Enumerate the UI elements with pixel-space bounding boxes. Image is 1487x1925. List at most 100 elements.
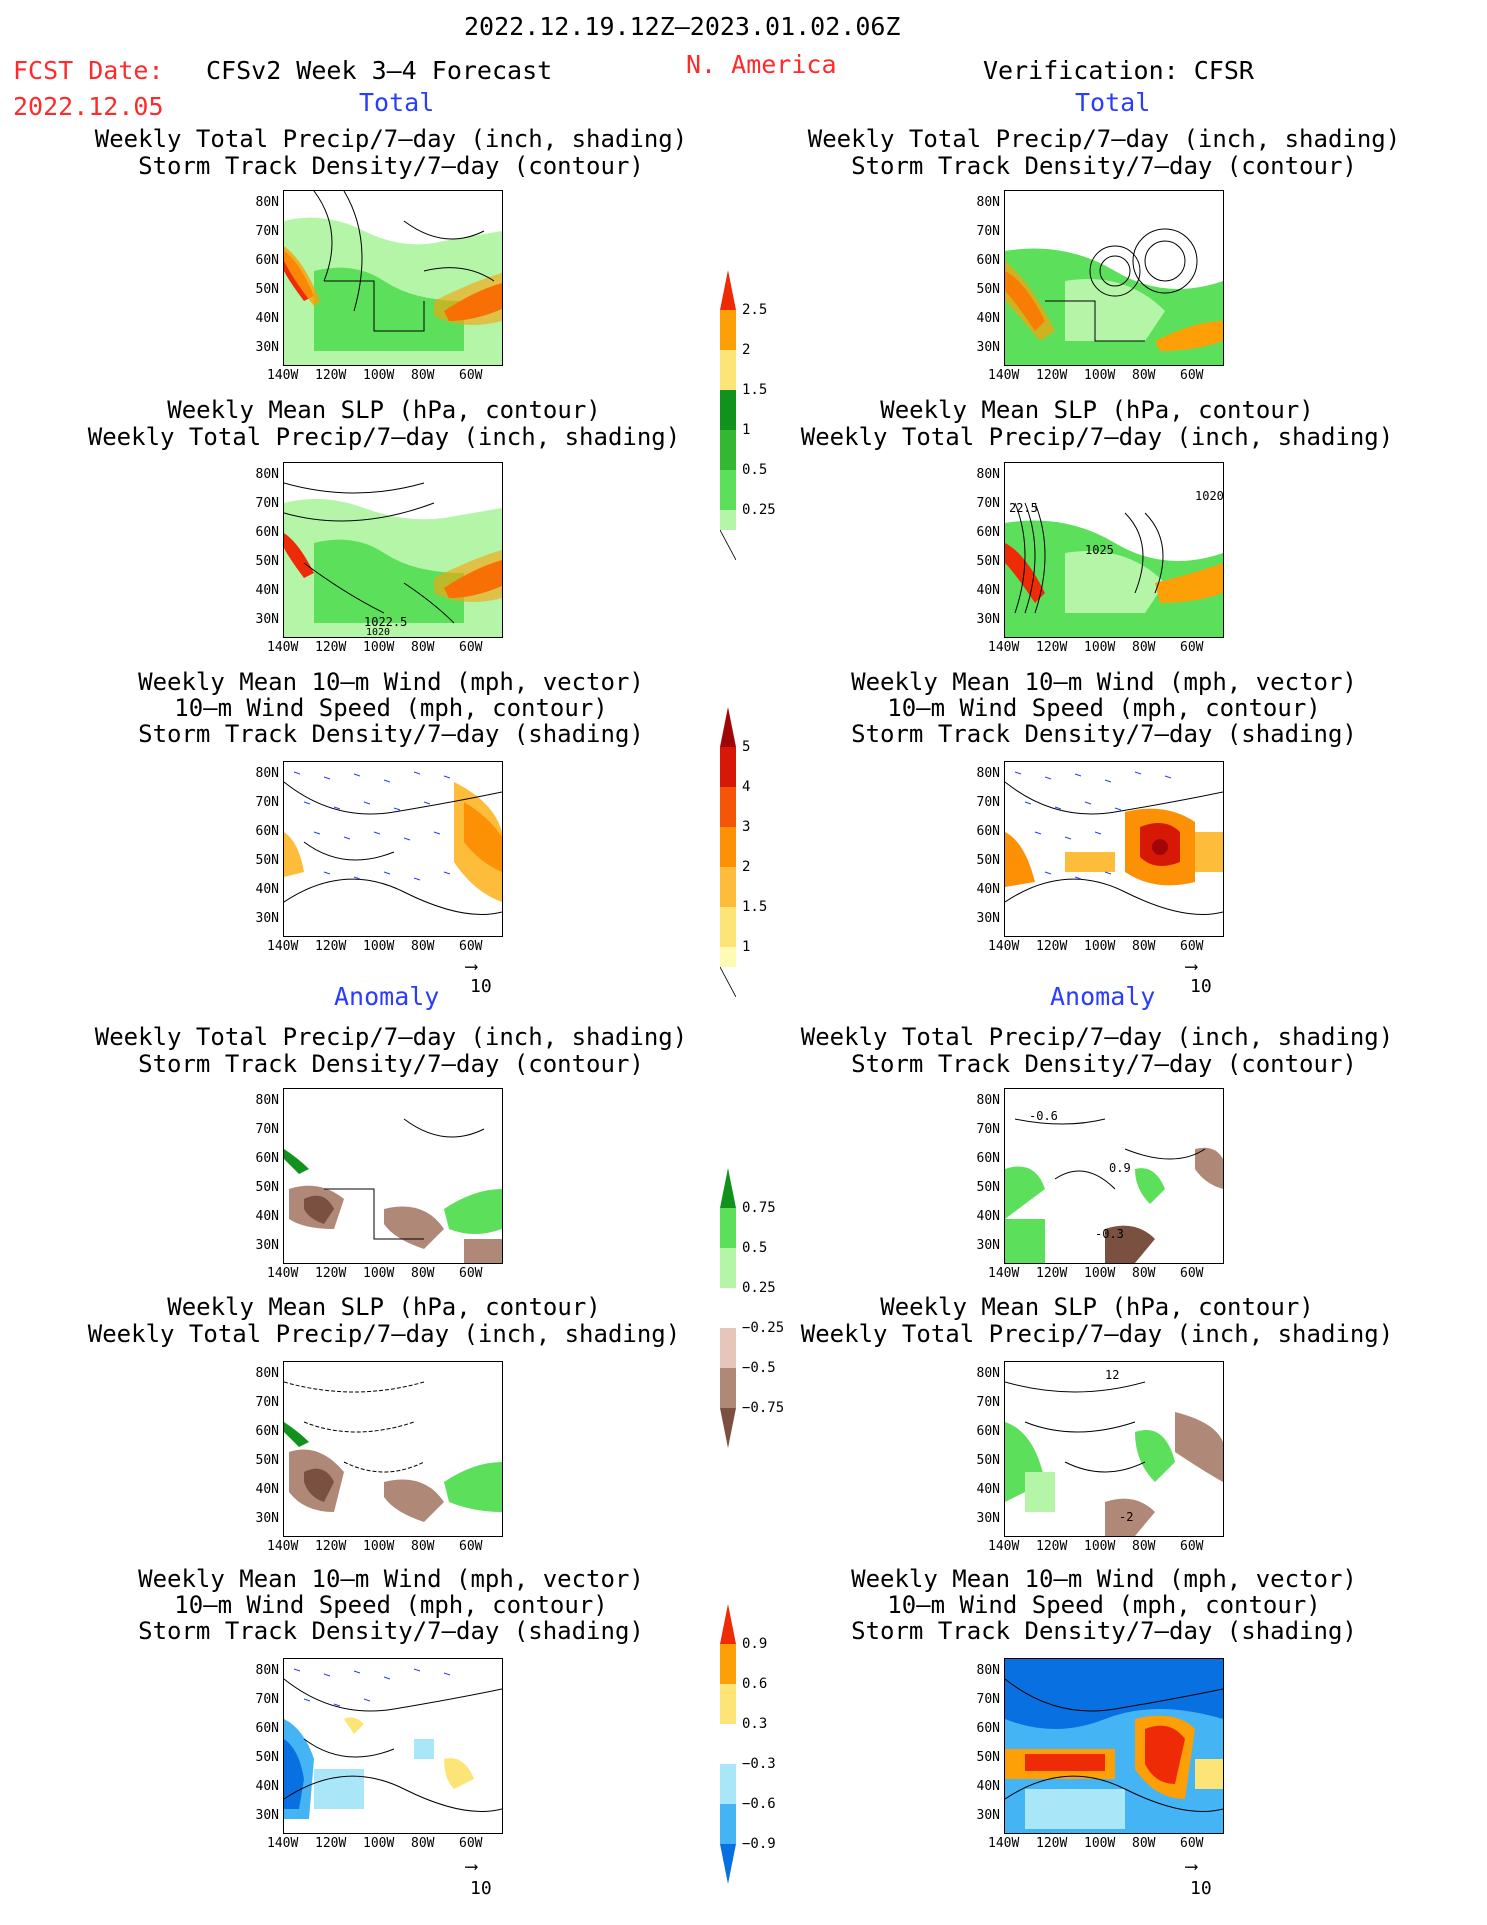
lon-label: 140W — [988, 1836, 1020, 1851]
lat-label: 60N — [976, 1424, 1000, 1439]
lat-label: 50N — [976, 554, 1000, 569]
title-r3-b: 10–m Wind Speed (mph, contour) — [887, 694, 1321, 722]
lat-label: 60N — [255, 525, 279, 540]
cb1-swatch-5 — [720, 430, 736, 470]
fcst-date-label: FCST Date: — [13, 56, 164, 85]
lon-label: 140W — [267, 640, 299, 655]
lat-label: 50N — [976, 1180, 1000, 1195]
title-l5-b: Weekly Total Precip/7–day (inch, shading… — [87, 1320, 681, 1348]
lon-label: 120W — [315, 939, 347, 954]
lat-label: 50N — [976, 1453, 1000, 1468]
lon-label: 140W — [988, 939, 1020, 954]
lon-label: 80W — [411, 1539, 435, 1554]
contour-label-neg03: -0.3 — [1095, 1227, 1124, 1241]
total-label-right: Total — [1075, 88, 1151, 117]
lat-label: 80N — [255, 1663, 279, 1678]
model-title: CFSv2 Week 3–4 Forecast — [206, 56, 553, 85]
lon-label: 80W — [411, 939, 435, 954]
cb1-label-1: 2 — [742, 342, 751, 358]
lat-label: 30N — [255, 1511, 279, 1526]
lat-label: 80N — [255, 195, 279, 210]
lon-label: 100W — [363, 368, 395, 383]
lat-label: 30N — [255, 1238, 279, 1253]
cb3-label-0: 0.75 — [742, 1200, 776, 1216]
lat-label: 30N — [976, 1511, 1000, 1526]
map-fc-precip-total — [283, 190, 503, 366]
lat-label: 50N — [976, 282, 1000, 297]
lon-label: 80W — [1132, 1539, 1156, 1554]
date-range: 2022.12.19.12Z–2023.01.02.06Z — [464, 12, 901, 41]
title-r4-a: Weekly Total Precip/7–day (inch, shading… — [800, 1023, 1394, 1051]
title-r3-a: Weekly Mean 10–m Wind (mph, vector) — [851, 668, 1357, 696]
lat-label: 60N — [976, 253, 1000, 268]
anomaly-label-left: Anomaly — [334, 982, 440, 1011]
lon-label: 80W — [1132, 1266, 1156, 1281]
lat-label: 70N — [976, 496, 1000, 511]
lon-label: 60W — [1180, 368, 1204, 383]
lon-label: 140W — [988, 640, 1020, 655]
colorbar-precip-anom: 0.75 0.5 0.25 −0.25 −0.5 −0.75 — [720, 1168, 790, 1458]
lat-label: 60N — [976, 1721, 1000, 1736]
contour-label-1025: 1025 — [1085, 543, 1114, 557]
lat-label: 60N — [976, 525, 1000, 540]
cb4-label-2: 0.3 — [742, 1716, 768, 1732]
lat-label: 40N — [976, 1779, 1000, 1794]
lon-label: 80W — [411, 1266, 435, 1281]
lon-label: 80W — [1132, 640, 1156, 655]
lon-label: 120W — [1036, 1539, 1068, 1554]
contour-label-1022: 1022.5 — [364, 615, 408, 629]
title-r1-a: Weekly Total Precip/7–day (inch, shading… — [807, 125, 1401, 153]
anomaly-label-right: Anomaly — [1050, 982, 1156, 1011]
lon-label: 120W — [1036, 640, 1068, 655]
title-l3-b: 10–m Wind Speed (mph, contour) — [174, 694, 608, 722]
lon-label: 120W — [315, 1539, 347, 1554]
lat-label: 30N — [976, 911, 1000, 926]
lon-label: 60W — [459, 368, 483, 383]
title-r6-a: Weekly Mean 10–m Wind (mph, vector) — [851, 1565, 1357, 1593]
lat-label: 40N — [255, 311, 279, 326]
map-vf-precip-total — [1004, 190, 1224, 366]
lon-label: 100W — [363, 1539, 395, 1554]
lat-label: 30N — [976, 1238, 1000, 1253]
map-vf-wind-anom — [1004, 1658, 1224, 1834]
lon-label: 140W — [988, 368, 1020, 383]
lon-label: 100W — [363, 939, 395, 954]
lon-label: 140W — [267, 1836, 299, 1851]
cb2-label-5: 1 — [742, 939, 751, 955]
lat-label: 40N — [976, 1209, 1000, 1224]
cb1-swatch-4 — [720, 390, 736, 430]
lon-label: 120W — [315, 368, 347, 383]
region: N. America — [686, 50, 837, 79]
lat-label: 80N — [976, 467, 1000, 482]
map-vf-slp-total: 22.5 1025 1020 — [1004, 462, 1224, 638]
cb4-label-5: −0.9 — [742, 1836, 776, 1852]
lat-label: 80N — [976, 1093, 1000, 1108]
lat-label: 50N — [255, 1180, 279, 1195]
map-fc-wind-anom — [283, 1658, 503, 1834]
lat-label: 50N — [255, 853, 279, 868]
lon-label: 60W — [1180, 939, 1204, 954]
lon-label: 120W — [1036, 1266, 1068, 1281]
lat-label: 80N — [255, 1366, 279, 1381]
lon-label: 60W — [1180, 1539, 1204, 1554]
title-r1-b: Storm Track Density/7–day (contour) — [851, 152, 1357, 180]
lat-label: 40N — [255, 1779, 279, 1794]
lat-label: 70N — [255, 1395, 279, 1410]
map-fc-slp-anom — [283, 1361, 503, 1537]
cb3-label-2: 0.25 — [742, 1280, 776, 1296]
title-l3-c: Storm Track Density/7–day (shading) — [138, 720, 644, 748]
lon-label: 80W — [1132, 1836, 1156, 1851]
lat-label: 80N — [255, 1093, 279, 1108]
vector-ref-arrow-l2: ⟶ — [466, 1856, 477, 1877]
vector-ref-l1: 10 — [470, 976, 492, 997]
title-l2-b: Weekly Total Precip/7–day (inch, shading… — [87, 423, 681, 451]
vector-ref-r2: 10 — [1190, 1878, 1212, 1899]
vector-ref-arrow-l1: ⟶ — [466, 956, 477, 977]
lat-label: 50N — [255, 1750, 279, 1765]
lat-label: 40N — [255, 1482, 279, 1497]
lon-label: 80W — [411, 640, 435, 655]
lat-label: 70N — [976, 1395, 1000, 1410]
lon-label: 100W — [1084, 640, 1116, 655]
map-vf-slp-anom: 12 -2 — [1004, 1361, 1224, 1537]
lat-label: 60N — [976, 824, 1000, 839]
